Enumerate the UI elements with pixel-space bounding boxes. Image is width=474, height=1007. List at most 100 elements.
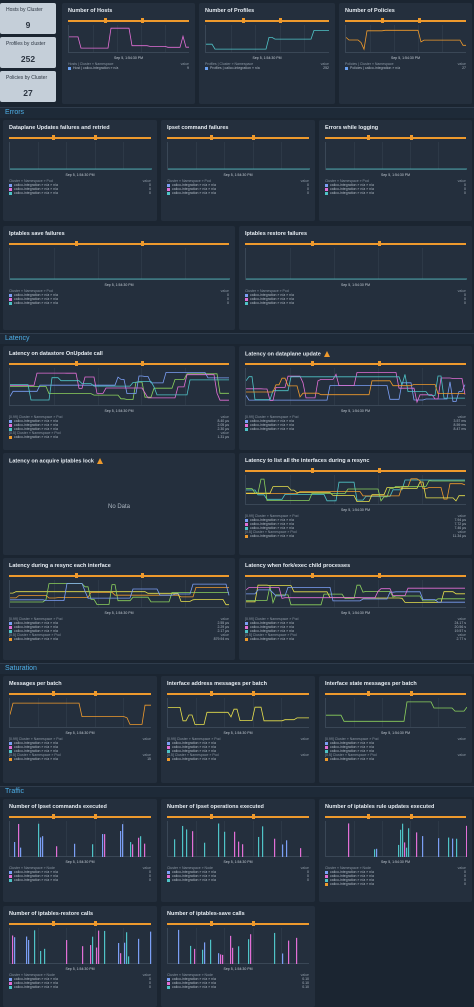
legend-row[interactable]: calico-integration » n/a » n/a xyxy=(325,741,466,745)
slider-handle[interactable] xyxy=(51,135,55,140)
panel-ipt_restore_fail[interactable]: Iptables restore failures Sep 5, 1:54:30 … xyxy=(239,226,472,330)
chart-area[interactable] xyxy=(9,580,230,608)
legend-row[interactable]: calico-integration » n/a » n/a 0 xyxy=(325,191,466,195)
time-slider[interactable] xyxy=(205,18,329,23)
legend-row[interactable]: calico-integration » n/a » n/a 0 xyxy=(9,191,151,195)
chart-area[interactable] xyxy=(245,248,467,280)
panel-lat_ifaces[interactable]: Latency to list all the interfaces durin… xyxy=(239,453,472,555)
slider-handle[interactable] xyxy=(94,135,98,140)
time-slider[interactable] xyxy=(245,361,466,366)
panel-ipt_save[interactable]: Number of iptables-save calls Sep 5, 1:54… xyxy=(161,906,315,1007)
legend-row[interactable]: calico-integration » n/a » n/a 0 xyxy=(325,870,466,874)
slider-handle[interactable] xyxy=(311,241,315,246)
slider-handle[interactable] xyxy=(51,691,55,696)
slider-handle[interactable] xyxy=(75,241,78,246)
legend-row[interactable]: calico-integration » n/a » n/a 0.10 xyxy=(167,985,309,989)
legend-row[interactable]: calico-integration » n/a » n/a 2.55 µs xyxy=(9,621,229,625)
legend-row[interactable]: calico-integration » n/a » n/a 0 xyxy=(167,878,309,882)
panel-log_err[interactable]: Errors while logging Sep 5, 1:54:30 PM Clu… xyxy=(319,120,472,221)
legend-row[interactable]: calico-integration » n/a » n/a xyxy=(9,745,151,749)
legend-row[interactable]: calico-integration » n/a » n/a 2.29 µs xyxy=(9,625,229,629)
slider-handle[interactable] xyxy=(75,573,78,578)
slider-handle[interactable] xyxy=(417,18,421,23)
time-slider[interactable] xyxy=(167,921,309,926)
panel-lat_iptlock[interactable]: Latency on acquire iptables lock No Data xyxy=(3,453,235,555)
time-slider[interactable] xyxy=(245,241,466,246)
time-slider[interactable] xyxy=(325,135,466,140)
chart-area[interactable] xyxy=(325,142,467,170)
slider-handle[interactable] xyxy=(252,135,256,140)
legend-row[interactable]: calico-integration » n/a » n/a xyxy=(325,745,466,749)
chart-area[interactable] xyxy=(167,142,310,170)
panel-msg_batch[interactable]: Messages per batch Sep 5, 1:54:30 PM [0.99… xyxy=(3,676,157,783)
slider-handle[interactable] xyxy=(94,814,98,819)
time-slider[interactable] xyxy=(245,573,466,578)
legend-row[interactable]: calico-integration » n/a » n/a xyxy=(167,741,309,745)
legend-row[interactable]: calico-integration » n/a » n/a xyxy=(167,749,309,753)
slider-handle[interactable] xyxy=(409,135,413,140)
legend-row[interactable]: calico-integration » n/a » n/a 0 xyxy=(9,985,151,989)
panel-policies[interactable]: Number of Policies Sep 5, 1:54:30 PM Polic… xyxy=(339,3,472,104)
legend-row[interactable]: calico-integration » n/a » n/a 2.77 s xyxy=(245,637,466,641)
chart-area[interactable] xyxy=(68,25,189,53)
chart-area[interactable] xyxy=(9,248,230,280)
chart-area[interactable] xyxy=(9,821,151,857)
legend-row[interactable]: calico-integration » n/a » n/a xyxy=(9,741,151,745)
legend-row[interactable]: calico-integration » n/a » n/a 0 xyxy=(9,874,151,878)
legend-row[interactable]: calico-integration » n/a » n/a 0 xyxy=(325,878,466,882)
slider-handle[interactable] xyxy=(377,241,381,246)
chart-area[interactable] xyxy=(9,928,152,964)
slider-handle[interactable] xyxy=(141,361,144,366)
time-slider[interactable] xyxy=(9,573,229,578)
legend-row[interactable]: calico-integration » n/a » n/a 0 xyxy=(9,981,151,985)
legend-row[interactable]: calico-integration » n/a » n/a 2.05 µs xyxy=(9,423,229,427)
section-errors[interactable]: Errors xyxy=(0,107,474,118)
panel-lat_onupdate[interactable]: Latency on datastore OnUpdate call Sep 5,… xyxy=(3,346,235,450)
slider-handle[interactable] xyxy=(209,135,213,140)
chart-area[interactable] xyxy=(9,368,229,406)
chart-area[interactable] xyxy=(205,25,329,53)
legend-row[interactable]: calico-integration » n/a » n/a 0 xyxy=(9,870,151,874)
legend-row[interactable]: calico-integration » n/a » n/a 3.57 ms xyxy=(245,419,466,423)
legend-row[interactable]: calico-integration » n/a » n/a 0 xyxy=(9,301,229,305)
slider-handle[interactable] xyxy=(252,814,256,819)
slider-handle[interactable] xyxy=(51,814,55,819)
legend-row[interactable]: calico-integration » n/a » n/a 7.72 µs xyxy=(245,522,466,526)
legend-row[interactable]: Policies | calico-integration » n/a 27 xyxy=(345,66,466,70)
legend-row[interactable]: calico-integration » n/a » n/a 8.59 ms xyxy=(245,423,466,427)
legend-row[interactable]: calico-integration » n/a » n/a 8.40 µs xyxy=(9,419,229,423)
slider-handle[interactable] xyxy=(141,241,144,246)
legend-row[interactable]: calico-integration » n/a » n/a 0 xyxy=(245,293,466,297)
slider-handle[interactable] xyxy=(242,18,246,23)
panel-ipt_save_fail[interactable]: Iptables save failures Sep 5, 1:54:30 PM C… xyxy=(3,226,235,330)
slider-handle[interactable] xyxy=(51,921,55,926)
legend-row[interactable]: calico-integration » n/a » n/a 0 xyxy=(167,874,309,878)
panel-lat_dp[interactable]: Latency on dataplane update Sep 5, 1:54:3… xyxy=(239,346,472,450)
legend-row[interactable]: calico-integration » n/a » n/a 0 xyxy=(9,878,151,882)
legend-row[interactable]: calico-integration » n/a » n/a 0.10 xyxy=(167,981,309,985)
legend-row[interactable]: calico-integration » n/a » n/a 0 xyxy=(325,882,466,886)
panel-hosts[interactable]: Number of Hosts Sep 5, 1:54:30 PM Hosts | … xyxy=(62,3,195,104)
slider-handle[interactable] xyxy=(141,573,144,578)
slider-handle[interactable] xyxy=(209,814,213,819)
legend-row[interactable]: calico-integration » n/a » n/a 8.47 ms xyxy=(245,427,466,431)
slider-handle[interactable] xyxy=(252,921,256,926)
slider-handle[interactable] xyxy=(377,468,381,473)
panel-lat_resync[interactable]: Latency during a resync each interface Se… xyxy=(3,558,235,660)
legend-row[interactable]: calico-integration » n/a » n/a 24.17 s xyxy=(245,621,466,625)
chart-area[interactable] xyxy=(167,698,309,728)
legend-row[interactable]: calico-integration » n/a » n/a 0.10 xyxy=(167,977,309,981)
time-slider[interactable] xyxy=(325,691,466,696)
panel-ipset_ops[interactable]: Number of Ipset operations executed Sep 5… xyxy=(161,799,315,902)
legend-row[interactable]: calico-integration » n/a » n/a 2.17 µs xyxy=(9,629,229,633)
legend-row[interactable]: calico-integration » n/a » n/a 0 xyxy=(167,870,309,874)
slider-handle[interactable] xyxy=(252,691,256,696)
time-slider[interactable] xyxy=(9,691,151,696)
legend-row[interactable]: calico-integration » n/a » n/a 0 xyxy=(325,187,466,191)
panel-ipset_fail[interactable]: Ipset command failures Sep 5, 1:54:30 PM C… xyxy=(161,120,315,221)
section-saturation[interactable]: Saturation xyxy=(0,663,474,674)
slider-handle[interactable] xyxy=(209,921,213,926)
legend-row[interactable]: calico-integration » n/a » n/a 879.94 ns xyxy=(9,637,229,641)
chart-area[interactable] xyxy=(167,928,309,964)
warning-icon[interactable] xyxy=(96,458,103,464)
